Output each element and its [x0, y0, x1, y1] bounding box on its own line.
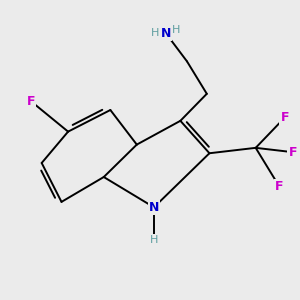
Text: H: H [151, 28, 160, 38]
Text: H: H [172, 25, 180, 35]
Text: F: F [288, 146, 297, 159]
Text: N: N [149, 201, 159, 214]
Text: F: F [275, 180, 284, 193]
Text: F: F [280, 111, 289, 124]
Text: N: N [161, 27, 171, 40]
Text: F: F [27, 95, 35, 108]
Text: H: H [150, 235, 158, 245]
